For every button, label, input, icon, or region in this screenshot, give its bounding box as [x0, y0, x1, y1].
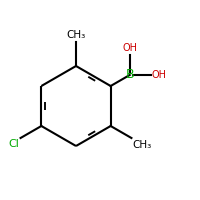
Text: OH: OH	[152, 70, 167, 80]
Text: CH₃: CH₃	[132, 140, 152, 150]
Text: CH₃: CH₃	[66, 30, 86, 40]
Text: OH: OH	[122, 43, 137, 53]
Text: B: B	[125, 68, 134, 82]
Text: Cl: Cl	[9, 139, 20, 149]
